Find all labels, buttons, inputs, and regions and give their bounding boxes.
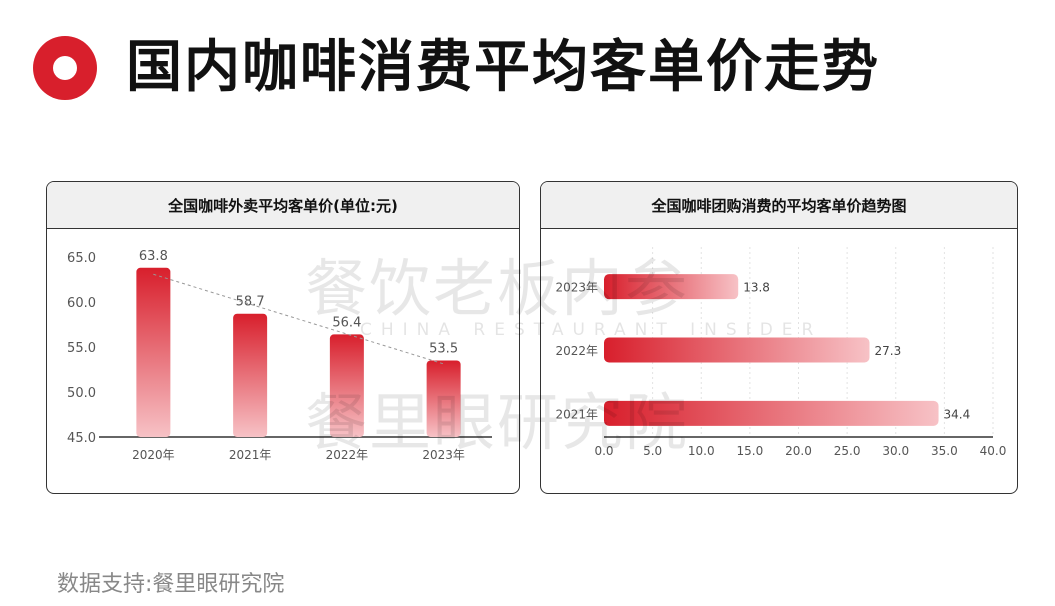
data-label: 56.4	[332, 315, 361, 330]
data-label: 13.8	[743, 281, 770, 295]
bar-2020年	[136, 267, 171, 437]
x-tick-label: 15.0	[737, 444, 764, 458]
groupbuy-bar-chart: 0.0 5.0 10.0 15.0 20.0 25.0 30.0 35.0 40.0 13.8 20…	[555, 247, 1007, 458]
bar-2022年	[604, 337, 870, 363]
y-tick-label: 2021年	[555, 407, 598, 421]
x-tick-label: 35.0	[931, 444, 958, 458]
data-label: 34.4	[944, 407, 971, 421]
source-note: 数据支持:餐里眼研究院	[57, 572, 285, 597]
x-tick-label: 2020年	[132, 448, 175, 462]
x-tick-label: 2022年	[326, 448, 369, 462]
bar-2021年	[604, 400, 939, 426]
x-tick-label: 0.0	[594, 444, 613, 458]
chart-title-groupbuy: 全国咖啡团购消费的平均客单价趋势图	[541, 182, 1017, 229]
bar-2023年	[604, 274, 739, 300]
chart-panel-delivery: 全国咖啡外卖平均客单价(单位:元) 45.0 50.0 55.0 60.0 65.0 63…	[46, 181, 520, 494]
y-tick-label: 65.0	[67, 251, 96, 266]
y-tick-label: 60.0	[67, 296, 96, 311]
y-tick-label: 2023年	[555, 281, 598, 295]
data-label: 27.3	[874, 344, 901, 358]
x-tick-label: 5.0	[643, 444, 662, 458]
y-tick-label: 45.0	[67, 431, 96, 446]
data-label: 53.5	[429, 342, 458, 357]
chart-title-delivery: 全国咖啡外卖平均客单价(单位:元)	[47, 182, 519, 229]
x-tick-label: 25.0	[834, 444, 861, 458]
x-tick-label: 20.0	[785, 444, 812, 458]
x-tick-label: 2021年	[229, 448, 272, 462]
bar-2021年	[233, 313, 268, 437]
title-bullet-icon	[33, 36, 97, 100]
x-tick-label: 2023年	[422, 448, 465, 462]
page-title: 国内咖啡消费平均客单价走势	[126, 35, 880, 100]
x-tick-label: 40.0	[980, 444, 1007, 458]
y-tick-label: 2022年	[555, 344, 598, 358]
chart-panel-groupbuy: 全国咖啡团购消费的平均客单价趋势图 0.0 5.0 10.0 15.0 20.0 25.0…	[540, 181, 1018, 494]
x-tick-label: 10.0	[688, 444, 715, 458]
bar-2022年	[329, 334, 364, 437]
data-label: 63.8	[139, 249, 168, 264]
bar-2023年	[426, 360, 461, 437]
y-tick-label: 50.0	[67, 386, 96, 401]
delivery-bar-chart: 45.0 50.0 55.0 60.0 65.0 63.8 2020年 58.7 2021年 56…	[67, 249, 492, 462]
trend-line	[153, 273, 444, 365]
data-label: 58.7	[236, 295, 265, 310]
x-tick-label: 30.0	[882, 444, 909, 458]
y-tick-label: 55.0	[67, 341, 96, 356]
